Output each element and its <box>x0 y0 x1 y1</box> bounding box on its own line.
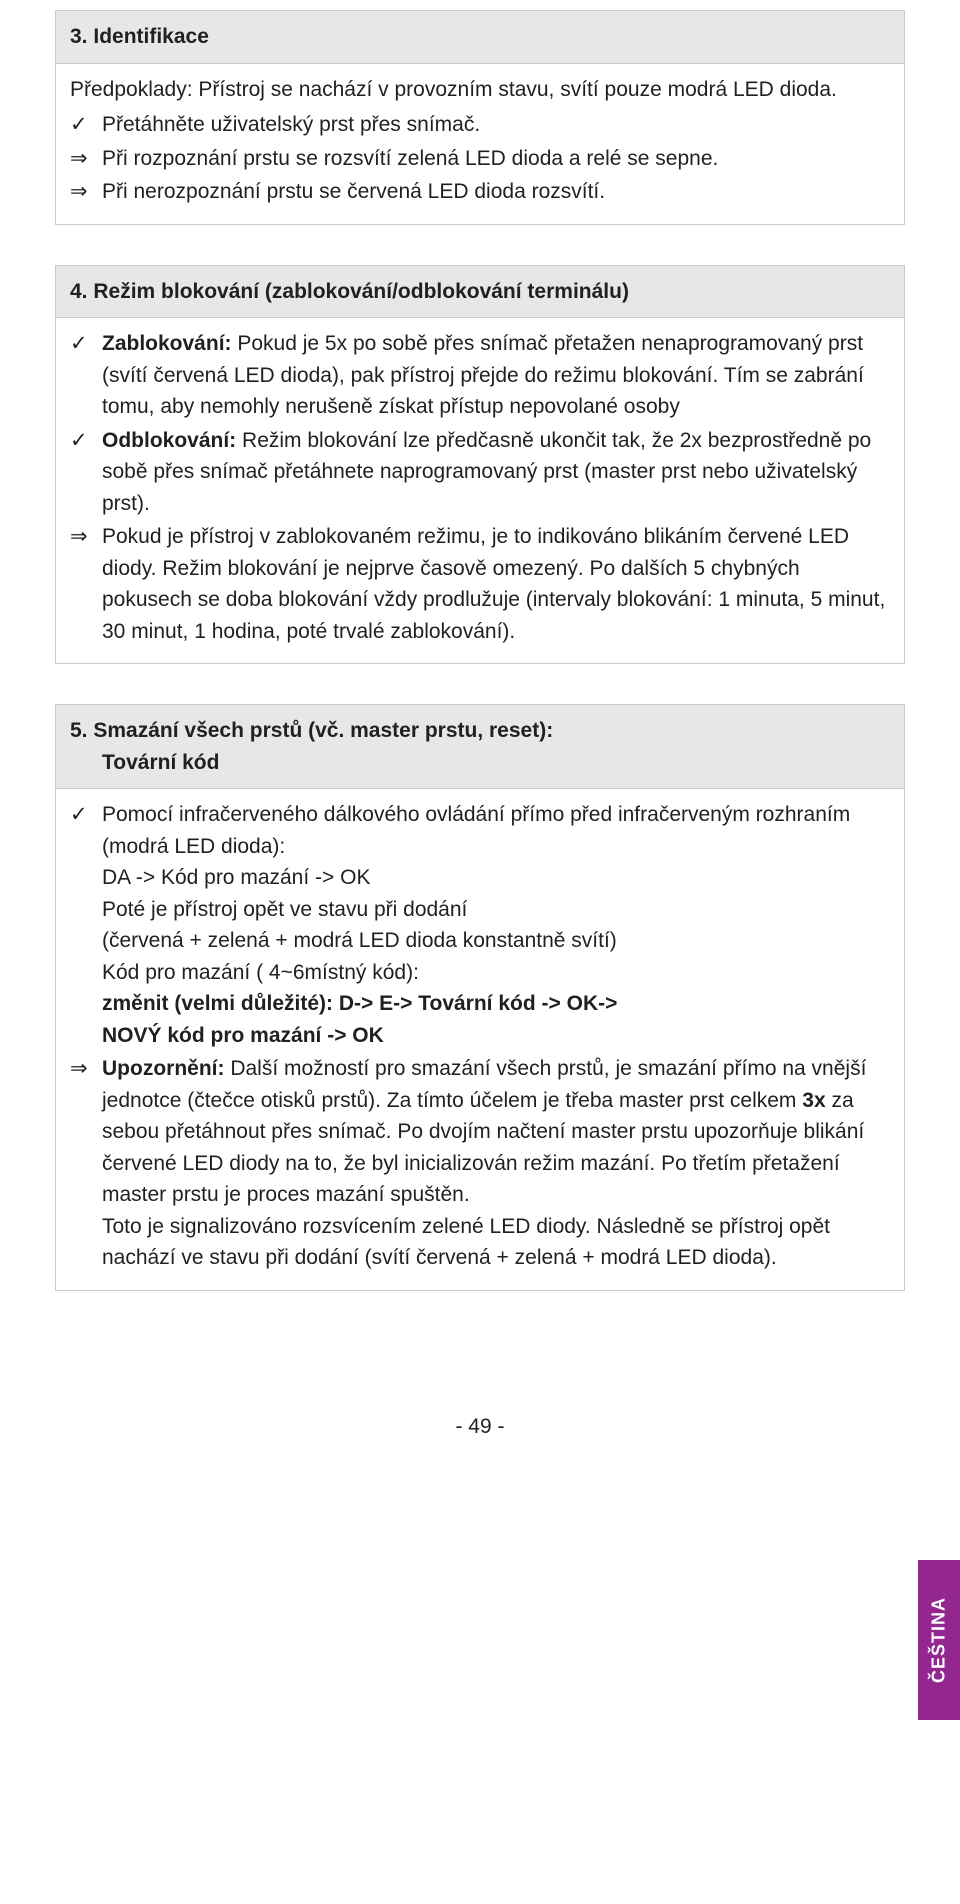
list-item: ✓ Přetáhněte uživatelský prst přes sníma… <box>70 109 890 141</box>
section-number: 4. <box>70 280 88 303</box>
list-item: ⇒ Pokud je přístroj v zablokovaném režim… <box>70 521 890 647</box>
section-4-header: 4. Režim blokování (zablokování/odblokov… <box>56 266 904 319</box>
item-text: Pomocí infračerveného dálkového ovládání… <box>102 799 890 1051</box>
item-text: Zablokování: Pokud je 5x po sobě přes sn… <box>102 328 890 423</box>
section-title-line1: Smazání všech prstů (vč. master prstu, r… <box>93 719 553 742</box>
item-text: Při nerozpoznání prstu se červená LED di… <box>102 176 890 208</box>
section-3: 3. Identifikace Předpoklady: Přístroj se… <box>55 10 905 225</box>
item-text: Pokud je přístroj v zablokovaném režimu,… <box>102 521 890 647</box>
section-5: 5. Smazání všech prstů (vč. master prstu… <box>55 704 905 1291</box>
check-icon: ✓ <box>70 328 102 360</box>
section-3-body: Předpoklady: Přístroj se nachází v provo… <box>56 64 904 224</box>
list-item: ✓ Zablokování: Pokud je 5x po sobě přes … <box>70 328 890 423</box>
precondition-text: Předpoklady: Přístroj se nachází v provo… <box>70 74 890 106</box>
item-text: Odblokování: Režim blokování lze předčas… <box>102 425 890 520</box>
section-4-body: ✓ Zablokování: Pokud je 5x po sobě přes … <box>56 318 904 663</box>
section-number: 3. <box>70 25 88 48</box>
arrow-icon: ⇒ <box>70 176 102 208</box>
section-3-header: 3. Identifikace <box>56 11 904 64</box>
section-title: Režim blokování (zablokování/odblokování… <box>93 280 629 303</box>
arrow-icon: ⇒ <box>70 1053 102 1085</box>
section-4: 4. Režim blokování (zablokování/odblokov… <box>55 265 905 665</box>
bold-label: Upozornění: <box>102 1057 224 1080</box>
arrow-icon: ⇒ <box>70 143 102 175</box>
arrow-icon: ⇒ <box>70 521 102 553</box>
section-5-header: 5. Smazání všech prstů (vč. master prstu… <box>56 705 904 789</box>
list-item: ✓ Pomocí infračerveného dálkového ovládá… <box>70 799 890 1051</box>
item-text: Upozornění: Další možností pro smazání v… <box>102 1053 890 1274</box>
item-text: Při rozpoznání prstu se rozsvítí zelená … <box>102 143 890 175</box>
list-item: ✓ Odblokování: Režim blokování lze předč… <box>70 425 890 520</box>
page-number: - 49 - <box>55 1411 905 1443</box>
check-icon: ✓ <box>70 109 102 141</box>
section-5-body: ✓ Pomocí infračerveného dálkového ovládá… <box>56 789 904 1290</box>
check-icon: ✓ <box>70 799 102 831</box>
check-icon: ✓ <box>70 425 102 457</box>
list-item: ⇒ Při nerozpoznání prstu se červená LED … <box>70 176 890 208</box>
section-title-line2: Tovární kód <box>70 751 219 774</box>
item-text: Přetáhněte uživatelský prst přes snímač. <box>102 109 890 141</box>
bold-label: Zablokování: <box>102 332 232 355</box>
section-title: Identifikace <box>93 25 209 48</box>
bold-label: Odblokování: <box>102 429 236 452</box>
list-item: ⇒ Upozornění: Další možností pro smazání… <box>70 1053 890 1274</box>
language-tab: ČEŠTINA <box>918 1560 960 1720</box>
list-item: ⇒ Při rozpoznání prstu se rozsvítí zelen… <box>70 143 890 175</box>
section-number: 5. <box>70 719 88 742</box>
